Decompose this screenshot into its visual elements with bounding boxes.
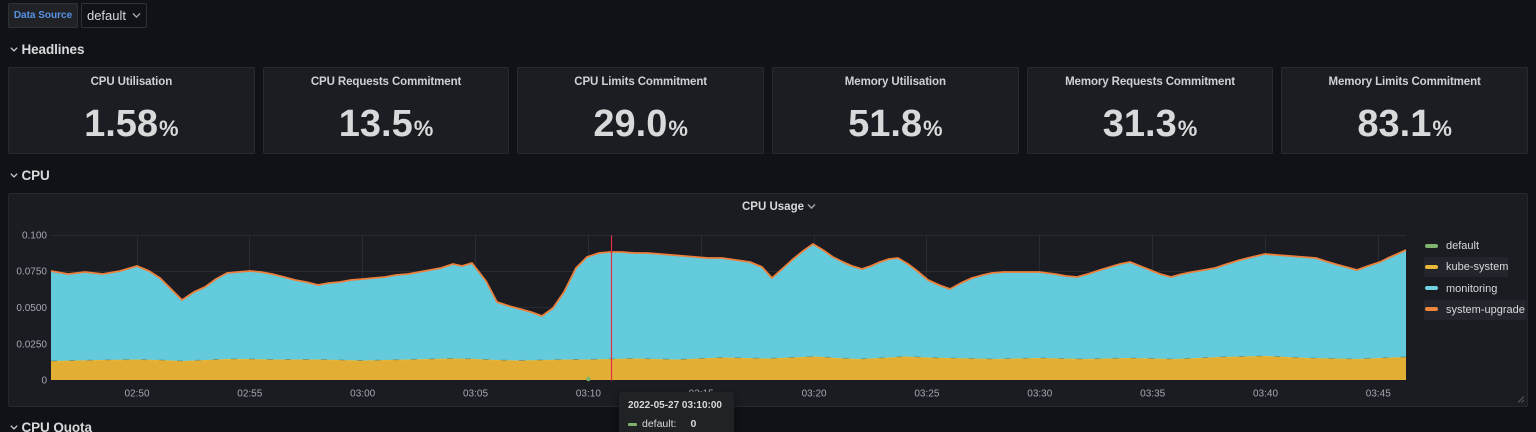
svg-text:03:10: 03:10	[576, 389, 601, 400]
svg-text:0.0750: 0.0750	[16, 267, 47, 278]
svg-text:03:00: 03:00	[350, 389, 375, 400]
svg-text:02:55: 02:55	[237, 389, 262, 400]
svg-text:03:30: 03:30	[1027, 389, 1052, 400]
svg-text:0: 0	[41, 376, 47, 387]
svg-text:0.0500: 0.0500	[16, 303, 47, 314]
svg-text:03:25: 03:25	[914, 389, 939, 400]
svg-text:0.0250: 0.0250	[16, 339, 47, 350]
svg-text:0.100: 0.100	[22, 231, 47, 242]
svg-text:03:45: 03:45	[1366, 389, 1391, 400]
svg-text:03:40: 03:40	[1253, 389, 1278, 400]
svg-text:03:20: 03:20	[802, 389, 827, 400]
svg-text:03:35: 03:35	[1140, 389, 1165, 400]
svg-text:02:50: 02:50	[124, 389, 149, 400]
svg-text:03:05: 03:05	[463, 389, 488, 400]
